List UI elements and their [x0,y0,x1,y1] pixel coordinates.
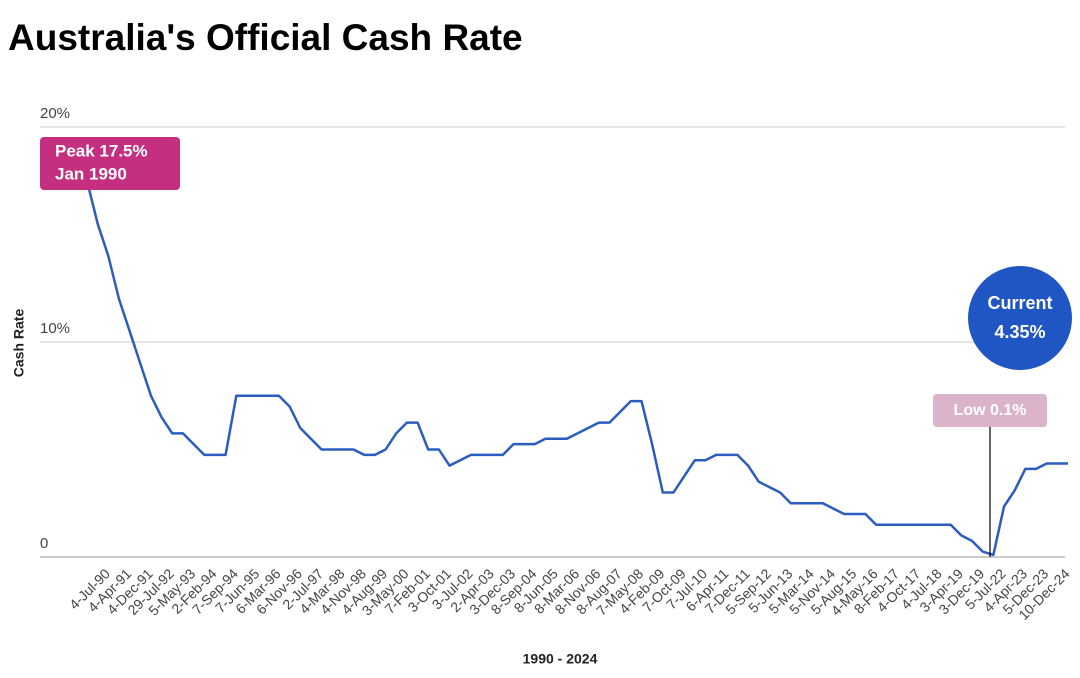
annotation-circle [968,266,1072,370]
annotation-text: 4.35% [994,322,1045,342]
annotation-text: Peak 17.5% [55,141,148,160]
chart-title: Australia's Official Cash Rate [8,17,523,58]
annotation-text: Jan 1990 [55,164,127,183]
y-axis-label: Cash Rate [11,309,27,378]
x-axis-label: 1990 - 2024 [523,651,598,667]
line [85,180,1068,557]
y-tick-label: 0 [40,535,48,552]
annotation-text: Low 0.1% [954,402,1027,419]
annotation-box [933,394,1047,427]
y-tick-label: 10% [40,320,70,337]
annotation-box [40,137,180,190]
annotation-text: Current [987,293,1052,313]
y-tick-label: 20% [40,105,70,122]
